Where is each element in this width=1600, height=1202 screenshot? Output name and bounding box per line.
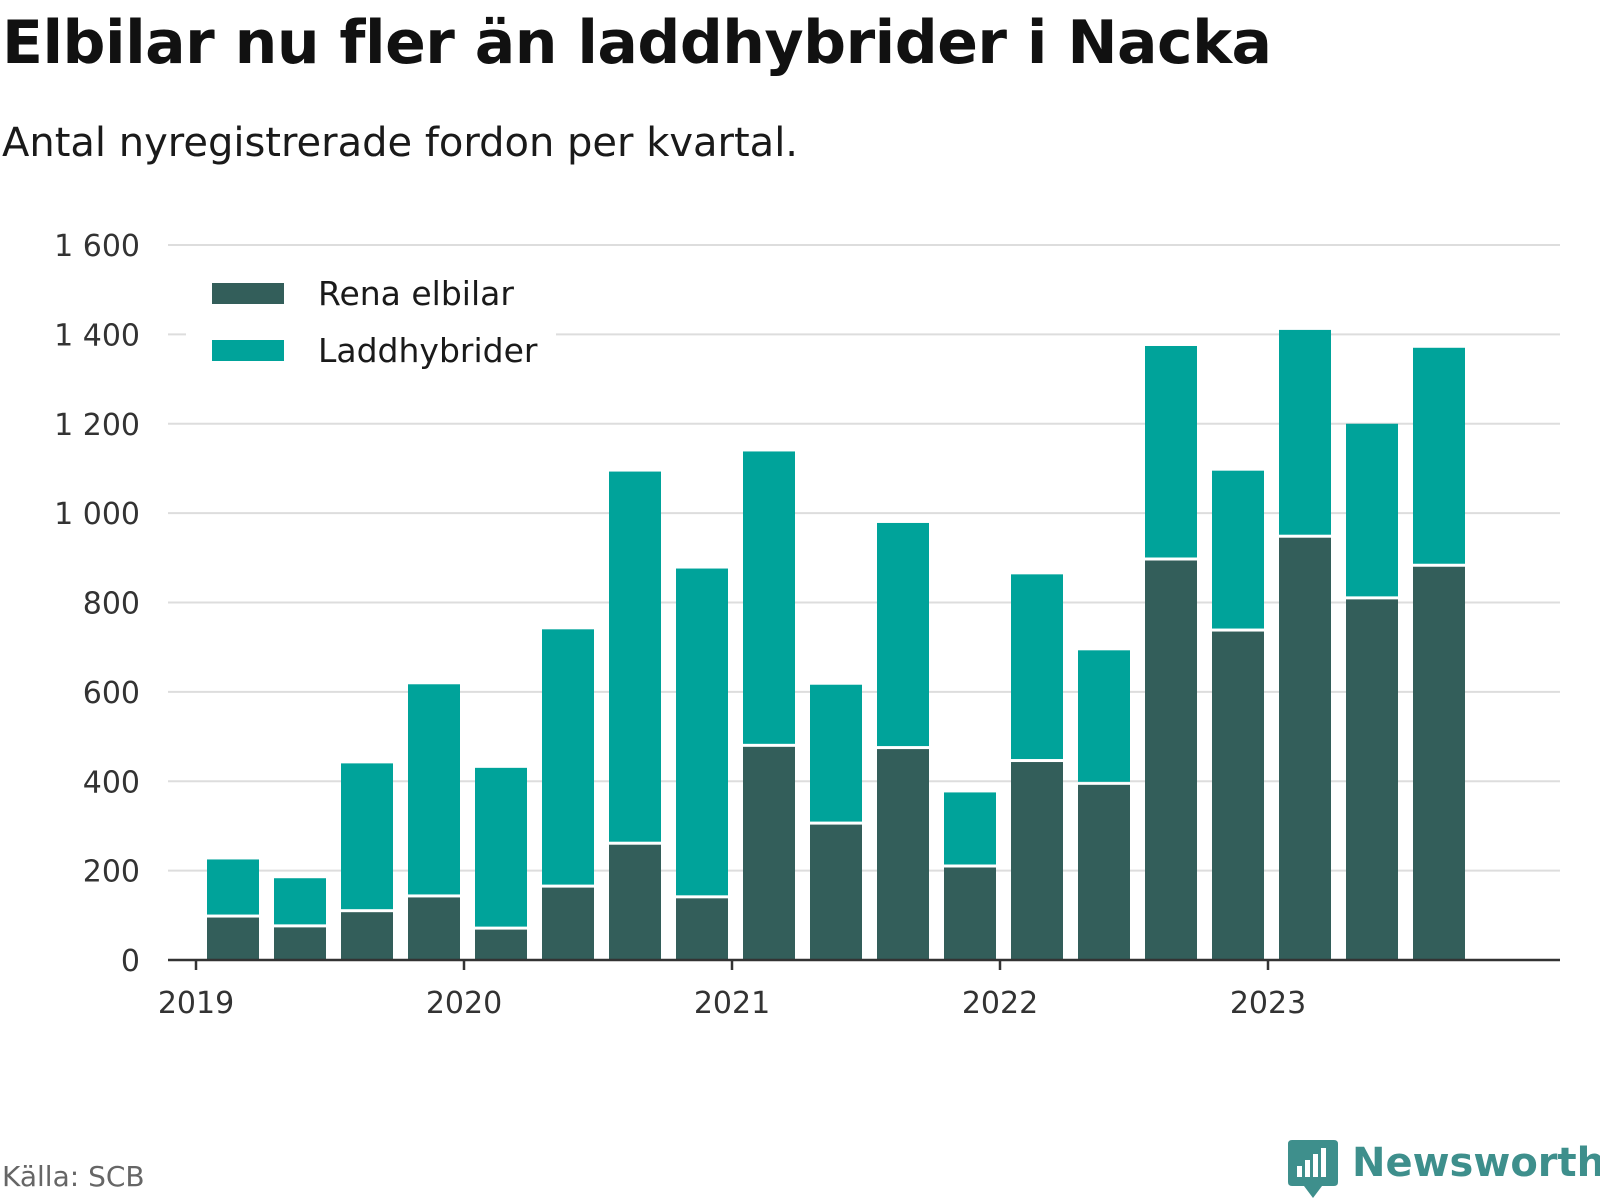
bar-rena-elbilar: [1212, 631, 1264, 960]
x-tick-label: 2022: [962, 986, 1038, 1021]
bar-laddhybrider: [1346, 423, 1398, 597]
bar-rena-elbilar: [341, 912, 393, 960]
brand-logo: Newsworthy: [1288, 1140, 1600, 1200]
bar-rena-elbilar: [944, 867, 996, 960]
bar-rena-elbilar: [877, 749, 929, 960]
legend-label-laddhybrider: Laddhybrider: [318, 331, 538, 370]
legend-swatch-laddhybrider: [212, 340, 284, 361]
y-tick-label: 1 200: [54, 408, 140, 443]
bar-rena-elbilar: [274, 927, 326, 960]
bar-laddhybrider: [1279, 329, 1331, 535]
legend: Rena elbilar Laddhybrider: [186, 263, 556, 393]
bar-rena-elbilar: [1145, 560, 1197, 960]
x-tick-label: 2020: [426, 986, 502, 1021]
y-tick-label: 400: [83, 765, 140, 800]
bar-laddhybrider: [1011, 574, 1063, 760]
bar-laddhybrider: [341, 763, 393, 910]
y-tick-label: 1 000: [54, 497, 140, 532]
bar-laddhybrider: [542, 629, 594, 885]
bar-rena-elbilar: [1011, 762, 1063, 960]
y-tick-label: 1 400: [54, 318, 140, 353]
bar-laddhybrider: [1413, 347, 1465, 564]
bar-laddhybrider: [408, 684, 460, 895]
bar-laddhybrider: [475, 767, 527, 927]
bar-laddhybrider: [743, 451, 795, 744]
bar-laddhybrider: [609, 471, 661, 842]
bar-rena-elbilar: [475, 929, 527, 960]
bar-laddhybrider: [944, 792, 996, 865]
x-tick-label: 2019: [158, 986, 234, 1021]
newsworthy-logo-icon: [1288, 1140, 1338, 1198]
y-tick-label: 200: [83, 855, 140, 890]
source-note: Källa: SCB: [2, 1160, 145, 1193]
bar-rena-elbilar: [542, 887, 594, 960]
y-tick-label: 1 600: [54, 229, 140, 264]
bar-marks: [207, 329, 1465, 960]
bar-laddhybrider: [274, 878, 326, 925]
bar-laddhybrider: [676, 568, 728, 896]
bar-laddhybrider: [207, 859, 259, 915]
bar-laddhybrider: [1145, 345, 1197, 558]
bar-rena-elbilar: [408, 897, 460, 960]
bar-laddhybrider: [877, 522, 929, 747]
x-tick-label: 2021: [694, 986, 770, 1021]
bar-rena-elbilar: [1078, 784, 1130, 960]
bar-laddhybrider: [1212, 470, 1264, 629]
legend-swatch-rena-elbilar: [212, 283, 284, 304]
bar-rena-elbilar: [1413, 566, 1465, 960]
bar-rena-elbilar: [743, 746, 795, 960]
bar-rena-elbilar: [676, 898, 728, 960]
bar-laddhybrider: [1078, 650, 1130, 782]
bar-rena-elbilar: [810, 824, 862, 960]
x-tick-label: 2023: [1230, 986, 1306, 1021]
bar-rena-elbilar: [609, 844, 661, 960]
y-axis-tick-labels: 0 200 400 600 800 1 000 1 200 1 400 1 600: [54, 229, 140, 979]
y-tick-label: 0: [121, 944, 140, 979]
bar-rena-elbilar: [1279, 537, 1331, 960]
brand-name: Newsworthy: [1352, 1140, 1600, 1186]
y-tick-label: 600: [83, 676, 140, 711]
bar-rena-elbilar: [1346, 599, 1398, 960]
bar-rena-elbilar: [207, 917, 259, 960]
chart-subtitle: Antal nyregistrerade fordon per kvartal.: [2, 120, 799, 166]
legend-label-rena-elbilar: Rena elbilar: [318, 274, 514, 313]
y-tick-label: 800: [83, 587, 140, 622]
bar-laddhybrider: [810, 684, 862, 822]
chart-title: Elbilar nu fler än laddhybrider i Nacka: [2, 8, 1272, 78]
x-axis-tick-labels: 2019 2020 2021 2022 2023: [158, 960, 1306, 1021]
